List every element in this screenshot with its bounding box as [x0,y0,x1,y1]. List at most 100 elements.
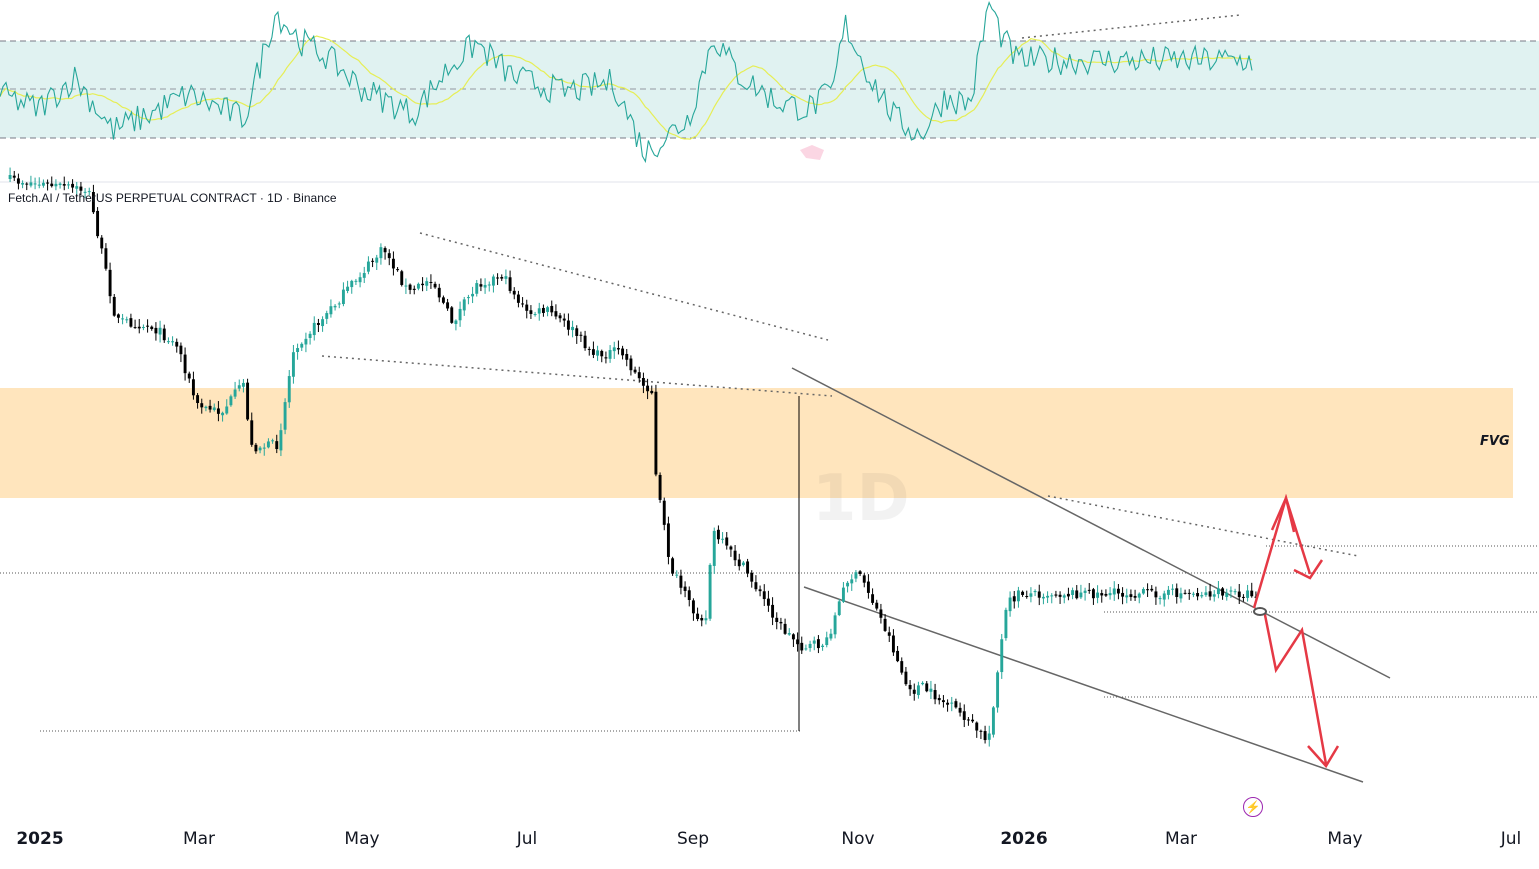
candle-body [1058,594,1062,597]
candle-body [512,290,516,295]
candle-body [41,182,45,186]
candle-body [1141,589,1145,594]
candle-body [996,672,1000,708]
candle-body [191,379,195,396]
candle-body [1137,593,1141,598]
candle-body [325,313,329,319]
candle-body [221,412,225,416]
candle-body [337,303,341,305]
candle-body [737,559,741,567]
candle-body [641,378,645,386]
candle-body [1225,592,1229,597]
candle-body [696,613,700,620]
candle-body [829,633,833,639]
candle-body [358,277,362,283]
candle-body [912,689,916,694]
candle-body [971,719,975,722]
candle-body [8,175,12,180]
candle-body [162,328,166,341]
projection-arrow-up-scenario [1252,493,1312,609]
candle-body [846,582,850,587]
candle-body [808,643,812,649]
interval-watermark: 1D [812,462,910,536]
candle-body [954,701,958,708]
candle-body [600,350,604,357]
candle-body [608,350,612,359]
candle-body [62,184,66,186]
candle-body [1212,594,1216,597]
lightning-icon[interactable]: ⚡ [1243,797,1263,817]
candle-body [962,711,966,720]
candle-body [529,310,533,314]
candle-body [321,319,325,327]
candle-body [241,382,245,387]
candle-body [287,376,291,403]
candle-body [500,277,504,279]
candle-body [583,335,587,349]
x-tick-label: Mar [182,829,216,849]
rsi-line [0,0,1253,164]
candle-body [1108,593,1112,596]
candle-body [37,184,41,186]
candle-body [1237,591,1241,598]
candle-body [1233,591,1237,593]
candle-body [712,530,716,566]
candle-body [12,175,16,178]
candle-body [521,303,525,305]
candle-body [1046,595,1050,598]
candle-body [1004,609,1008,639]
candle-body [421,283,425,286]
candle-body [862,575,866,583]
candle-body [1100,593,1104,596]
candle-body [141,327,145,329]
candle-body [833,615,837,635]
candle-body [733,550,737,561]
candle-body [21,183,25,185]
candle-body [1104,593,1108,596]
candle-body [58,183,62,186]
candle-body [791,634,795,640]
candle-body [216,408,220,414]
candle-body [1008,597,1012,612]
x-tick-label: 2026 [1000,829,1048,849]
candle-body [983,731,987,741]
candle-body [246,382,250,420]
candle-body [554,311,558,317]
candle-body [1187,592,1191,594]
candle-body [575,328,579,336]
candle-body [487,284,491,286]
candlestick-series [8,167,1258,747]
candle-body [108,269,112,297]
candle-body [908,684,912,690]
candle-body [66,184,70,186]
candle-body [1116,588,1120,594]
candle-body [496,277,500,279]
candle-body [458,308,462,321]
candle-body [841,587,845,602]
x-tick-label: Sep [676,829,710,849]
trendline-upper-dotted [419,232,829,341]
candle-body [1166,589,1170,595]
candle-body [879,609,883,618]
candle-body [604,357,608,359]
candle-body [1200,595,1204,597]
candle-body [391,258,395,269]
candle-body [412,288,416,290]
candle-body [133,327,137,329]
candle-body [400,271,404,285]
candle-body [679,575,683,588]
candle-body [1112,588,1116,595]
candle-body [137,326,141,329]
candle-body [516,294,520,303]
candle-body [1175,588,1179,597]
eye-icon[interactable] [1253,607,1267,616]
candle-body [683,586,687,591]
candle-body [262,447,266,449]
candle-body [887,632,891,636]
candle-body [29,182,33,186]
candle-body [316,323,320,325]
candle-body [350,280,354,288]
candle-body [925,683,929,692]
candle-body [671,558,675,574]
candle-body [771,604,775,618]
